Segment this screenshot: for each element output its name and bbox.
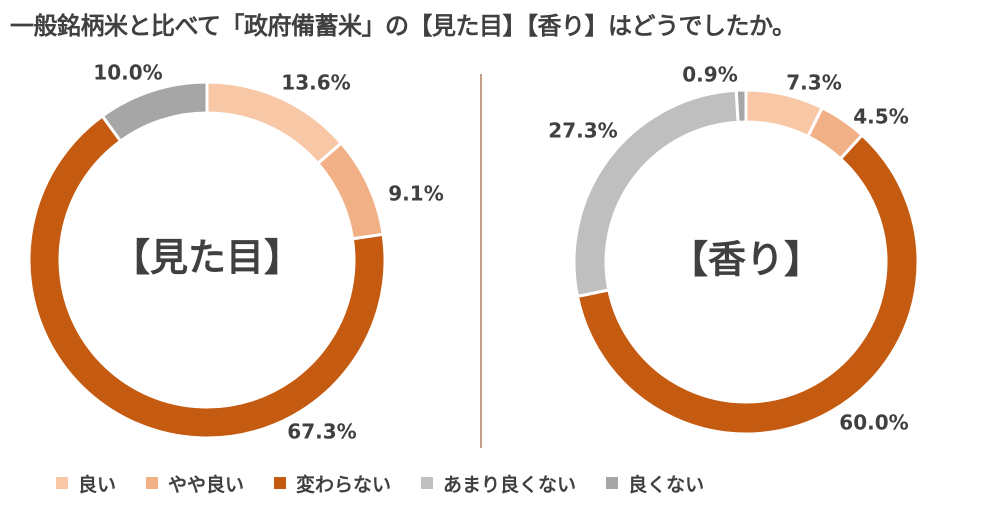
data-label-bad: 0.9%	[682, 63, 737, 87]
slice-unchanged	[27, 113, 387, 440]
center-label: 【香り】	[670, 238, 822, 282]
legend-label: 良くない	[628, 473, 705, 496]
legend-swatch	[274, 477, 287, 489]
legend-item-bad: 良くない	[606, 470, 704, 497]
donut-aroma: 7.3% 4.5% 60.0% 27.3% 0.9% 【香り】	[548, 63, 920, 436]
legend-swatch	[146, 477, 159, 489]
legend-label: 良い	[78, 473, 117, 496]
legend-swatch	[56, 477, 68, 489]
legend-swatch	[421, 477, 434, 489]
legend-item-somewhat-good: やや良い	[146, 470, 244, 497]
data-label-good: 7.3%	[786, 71, 841, 95]
legend: 良い やや良い 変わらない あまり良くない 良くない	[56, 468, 734, 498]
legend-label: やや良い	[168, 473, 245, 496]
data-label-somewhat-good: 9.1%	[388, 182, 443, 206]
data-label-unchanged: 67.3%	[287, 420, 356, 444]
legend-item-good: 良い	[56, 470, 116, 497]
legend-swatch	[606, 477, 619, 489]
legend-item-not-so-good: あまり良くない	[421, 470, 576, 497]
slice-bad	[734, 88, 748, 124]
data-label-unchanged: 60.0%	[839, 411, 908, 435]
legend-label: 変わらない	[296, 473, 392, 496]
data-label-not-so-good: 27.3%	[548, 119, 617, 143]
center-label: 【見た目】	[112, 236, 302, 280]
legend-item-unchanged: 変わらない	[274, 470, 391, 497]
chart-title: 一般銘柄米と比べて「政府備蓄米」の【見た目】【香り】はどうでしたか。	[10, 12, 796, 40]
donut-appearance: 13.6% 9.1% 67.3% 10.0% 【見た目】	[27, 61, 444, 444]
legend-label: あまり良くない	[443, 473, 577, 496]
data-label-somewhat-good: 4.5%	[853, 105, 908, 129]
slice-unchanged	[575, 133, 920, 436]
slice-somewhat-good	[315, 141, 385, 241]
slice-bad	[100, 80, 209, 144]
data-label-good: 13.6%	[281, 71, 350, 95]
data-label-bad: 10.0%	[93, 61, 162, 85]
